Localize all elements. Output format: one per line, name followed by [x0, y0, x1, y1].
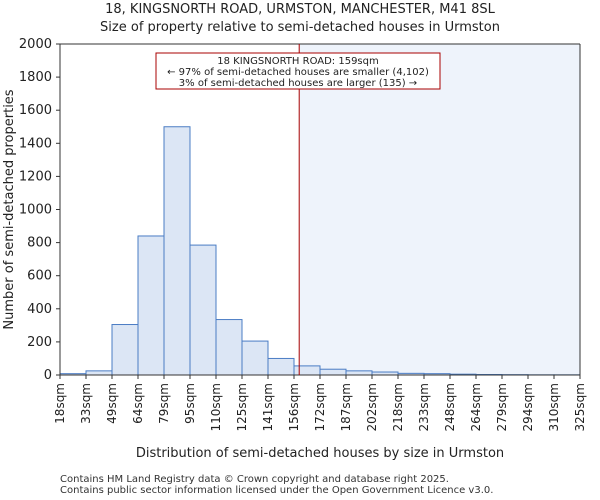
footer-copyright: Contains HM Land Registry data © Crown c… [60, 474, 449, 485]
y-tick-label-1800: 1800 [19, 70, 52, 85]
x-tick-label-79sqm: 79sqm [157, 383, 171, 424]
bar-187sqm [345, 370, 373, 376]
x-tick-label-64sqm: 64sqm [131, 383, 145, 424]
x-tick-label-33sqm: 33sqm [79, 383, 93, 424]
y-tick-label-0: 0 [44, 368, 52, 383]
x-tick-label-294sqm: 294sqm [521, 383, 535, 431]
y-tick-label-1400: 1400 [19, 136, 52, 151]
x-tick-label-264sqm: 264sqm [469, 383, 483, 431]
x-tick-label-218sqm: 218sqm [391, 383, 405, 431]
x-tick-label-202sqm: 202sqm [365, 383, 379, 431]
bar-125sqm [241, 340, 269, 376]
bar-110sqm [215, 319, 243, 376]
x-tick-label-325sqm: 325sqm [573, 383, 587, 431]
x-tick-label-233sqm: 233sqm [417, 383, 431, 431]
x-tick-label-172sqm: 172sqm [313, 383, 327, 431]
x-axis-label: Distribution of semi-detached houses by … [136, 446, 504, 461]
x-tick-label-125sqm: 125sqm [235, 383, 249, 431]
footer-licence: Contains public sector information licen… [60, 485, 494, 496]
bar-79sqm [163, 126, 191, 376]
annotation-line-3: 3% of semi-detached houses are larger (1… [179, 78, 417, 89]
bar-33sqm [85, 370, 113, 376]
y-tick-label-400: 400 [27, 302, 52, 317]
highlight-region [299, 44, 580, 375]
bar-156sqm [293, 365, 321, 376]
x-tick-label-18sqm: 18sqm [53, 383, 67, 424]
bar-49sqm [111, 324, 139, 376]
y-tick-label-1200: 1200 [19, 169, 52, 184]
y-tick-label-2000: 2000 [19, 37, 52, 52]
bar-95sqm [189, 244, 217, 376]
chart-title: Size of property relative to semi-detach… [100, 20, 500, 35]
annotation-line-1: 18 KINGSNORTH ROAD: 159sqm [217, 56, 378, 67]
x-tick-label-310sqm: 310sqm [547, 383, 561, 431]
x-tick-label-110sqm: 110sqm [209, 383, 223, 431]
y-tick-label-200: 200 [27, 335, 52, 350]
x-tick-label-248sqm: 248sqm [443, 383, 457, 431]
bar-64sqm [137, 235, 165, 376]
x-tick-label-156sqm: 156sqm [287, 383, 301, 431]
y-tick-label-600: 600 [27, 269, 52, 284]
y-tick-label-1600: 1600 [19, 103, 52, 118]
annotation-line-2: ← 97% of semi-detached houses are smalle… [167, 67, 429, 78]
bar-172sqm [319, 368, 347, 376]
y-tick-label-1000: 1000 [19, 203, 52, 218]
x-tick-label-49sqm: 49sqm [105, 383, 119, 424]
x-tick-label-187sqm: 187sqm [339, 383, 353, 431]
bar-141sqm [267, 357, 295, 376]
x-tick-label-95sqm: 95sqm [183, 383, 197, 424]
chart-title-address: 18, KINGSNORTH ROAD, URMSTON, MANCHESTER… [105, 2, 495, 17]
annotation-box [155, 52, 441, 90]
y-tick-label-800: 800 [27, 236, 52, 251]
x-tick-label-279sqm: 279sqm [495, 383, 509, 431]
x-tick-label-141sqm: 141sqm [261, 383, 275, 431]
y-axis-label: Number of semi-detached properties [2, 89, 17, 329]
